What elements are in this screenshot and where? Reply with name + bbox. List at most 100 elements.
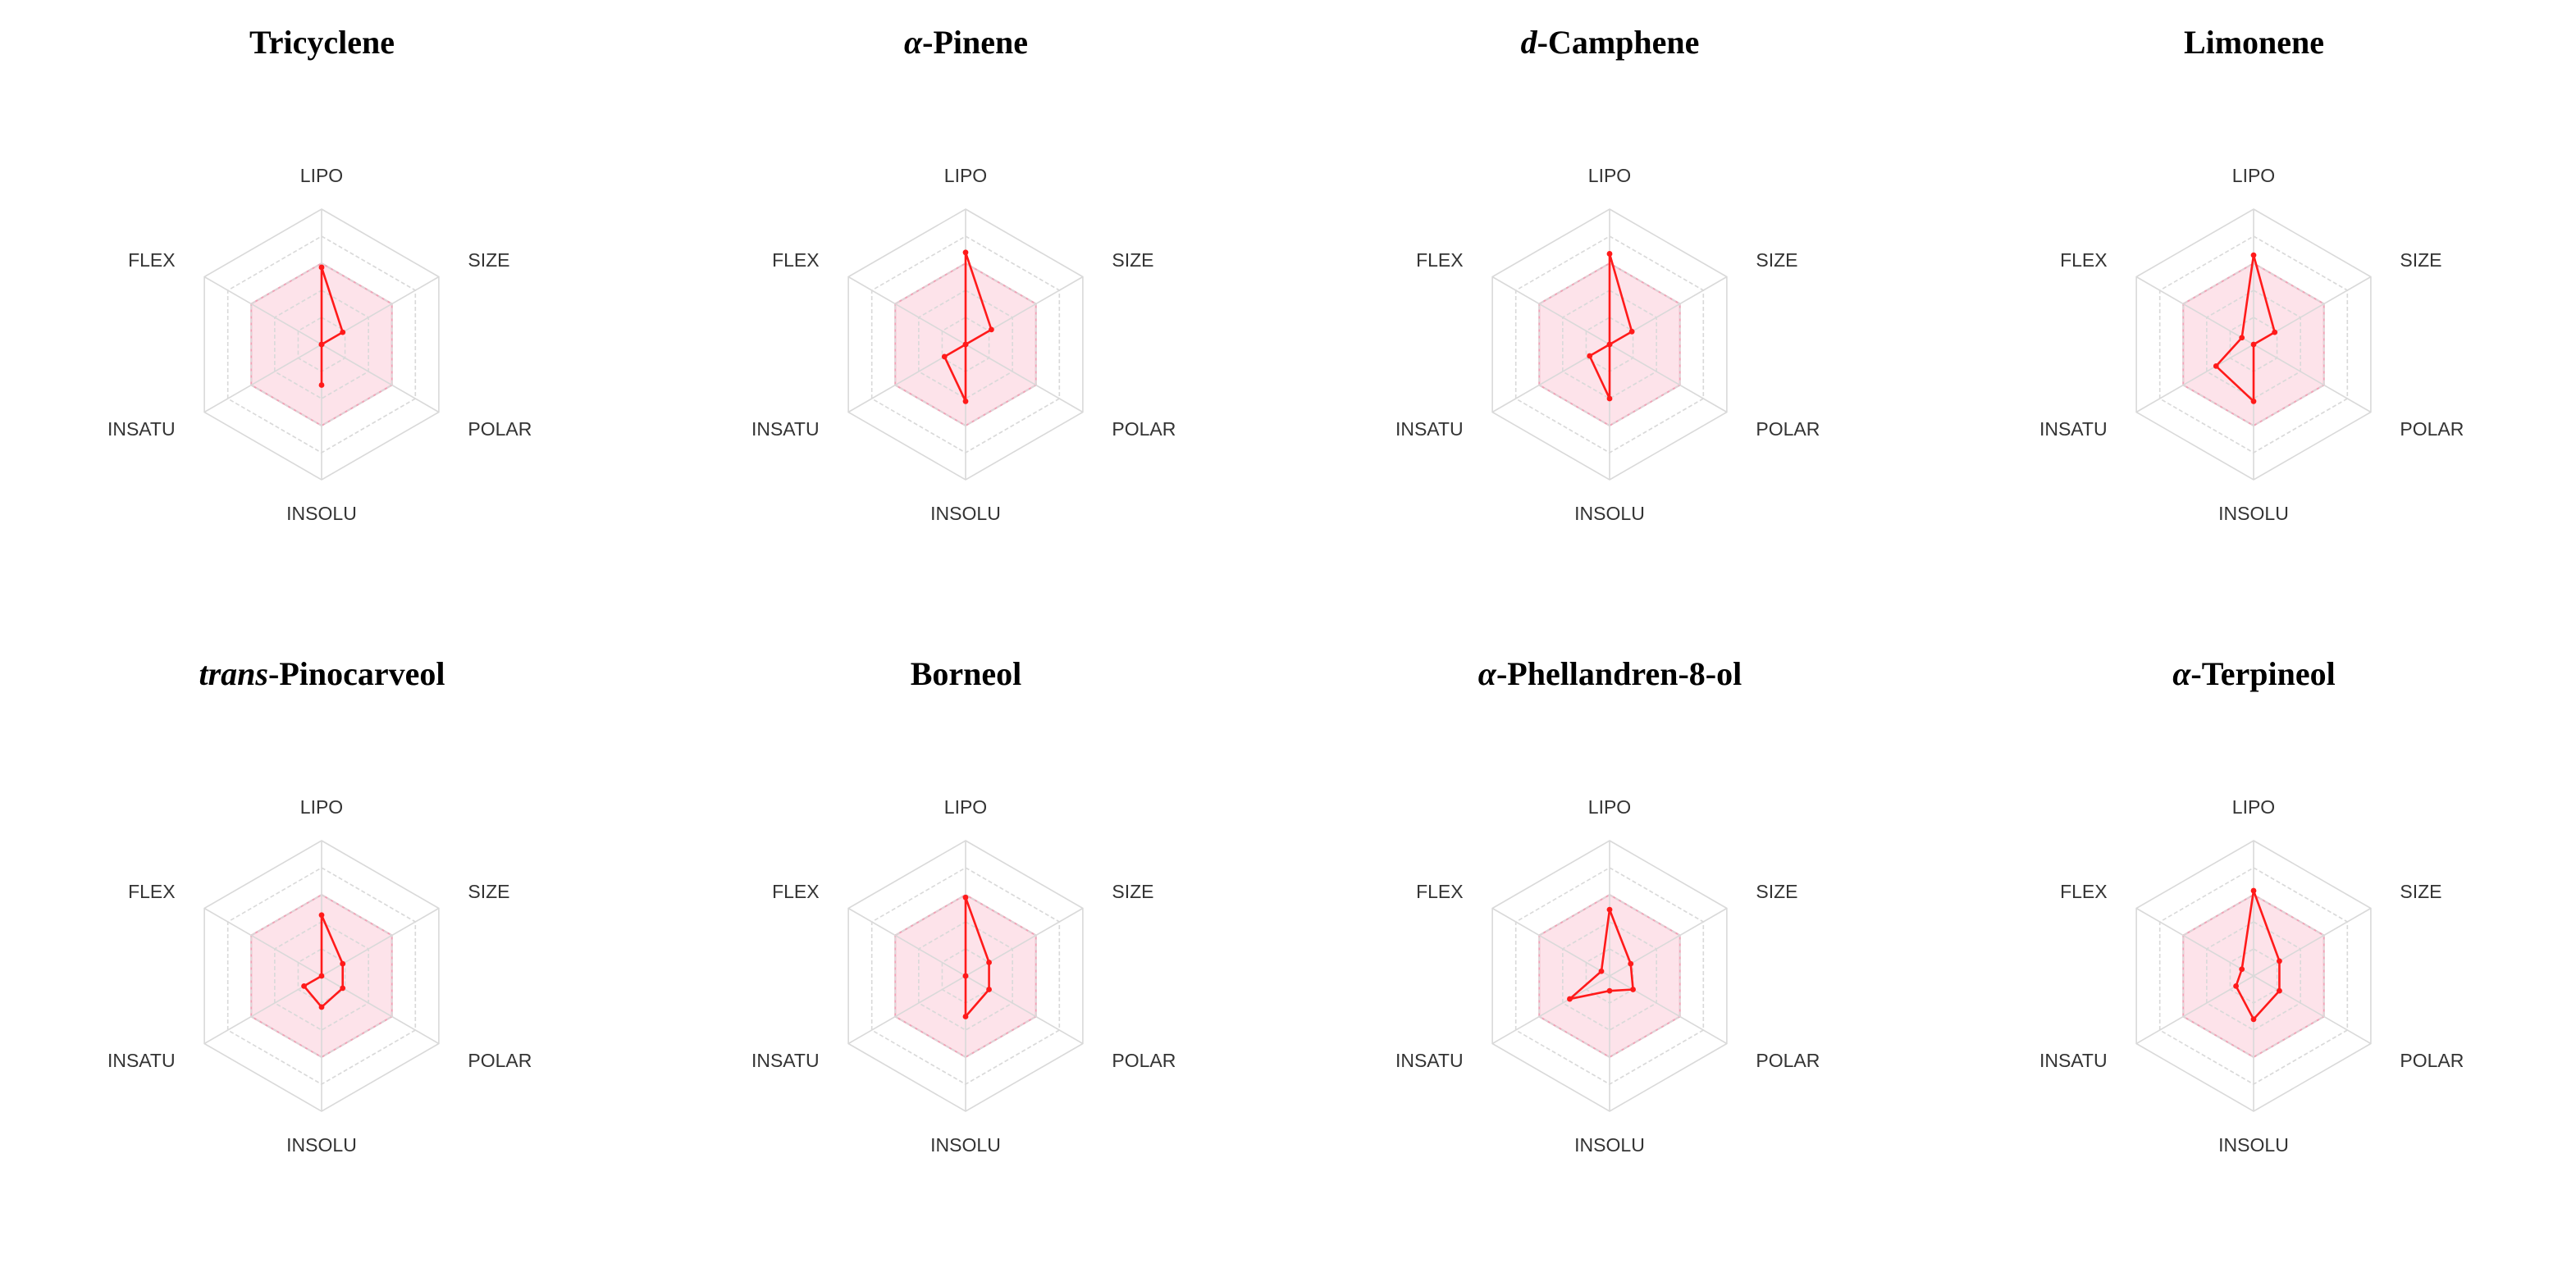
axis-label-polar: POLAR xyxy=(468,1050,532,1071)
radar-plot: LIPO SIZE POLAR INSOLU INSATU FLEX xyxy=(751,165,1176,524)
data-point-polar xyxy=(2250,341,2257,348)
chart-title-name: -Phellandren-8-ol xyxy=(1496,655,1742,692)
axis-label-insatu: INSATU xyxy=(751,418,820,440)
chart-title-name: -Terpineol xyxy=(2190,655,2336,692)
axis-label-flex: FLEX xyxy=(772,249,820,271)
axis-label-size: SIZE xyxy=(468,881,509,902)
chart-title: α-Phellandren-8-ol xyxy=(1288,654,1932,693)
data-point-insatu xyxy=(1567,996,1573,1002)
radar-plot: LIPO SIZE POLAR INSOLU INSATU FLEX xyxy=(2039,165,2464,524)
data-point-insatu xyxy=(301,983,307,989)
axis-label-insatu: INSATU xyxy=(751,1050,820,1071)
data-point-flex xyxy=(962,973,969,979)
axis-spoke xyxy=(965,975,1084,1045)
chart-title-prefix: d xyxy=(1520,24,1537,61)
axis-label-polar: POLAR xyxy=(1756,1050,1820,1071)
axis-label-size: SIZE xyxy=(2400,249,2441,271)
axis-label-flex: FLEX xyxy=(1416,249,1464,271)
radar-plot: LIPO SIZE POLAR INSOLU INSATU FLEX xyxy=(1395,796,1820,1156)
chart-title: Tricyclene xyxy=(0,23,644,62)
axis-label-size: SIZE xyxy=(1756,881,1797,902)
axis-spoke xyxy=(2253,344,2372,413)
axis-spoke xyxy=(965,344,1084,413)
axis-spoke xyxy=(1491,975,1610,1045)
radar-panel: trans-Pinocarveol LIPO SIZE POLAR INSOLU INSA… xyxy=(0,632,644,1263)
axis-label-size: SIZE xyxy=(1112,249,1153,271)
data-point-insatu xyxy=(2233,983,2239,989)
data-point-flex xyxy=(1606,341,1613,348)
radar-plot: LIPO SIZE POLAR INSOLU INSATU FLEX xyxy=(751,796,1176,1156)
axis-label-polar: POLAR xyxy=(1756,418,1820,440)
axis-spoke xyxy=(203,907,322,977)
series-line xyxy=(320,266,345,386)
series-line xyxy=(964,896,990,1018)
data-point-size xyxy=(1628,328,1635,335)
data-point-insolu xyxy=(1606,987,1613,994)
data-point-insolu xyxy=(318,382,325,388)
data-point-insolu xyxy=(2250,1016,2257,1023)
data-point-flex xyxy=(318,973,325,979)
data-point-flex xyxy=(2239,966,2245,973)
data-point-size xyxy=(340,960,346,967)
radar-plot: LIPO SIZE POLAR INSOLU INSATU FLEX xyxy=(1395,165,1820,524)
axis-label-insolu: INSOLU xyxy=(930,1134,1001,1156)
chart-title: α-Terpineol xyxy=(1932,654,2576,693)
chart-title-name: -Camphene xyxy=(1537,24,1700,61)
radar-panel: Borneol LIPO SIZE POLAR INSOLU INSATU FLEX xyxy=(644,632,1288,1263)
data-point-size xyxy=(1628,960,1634,967)
axis-label-insatu: INSATU xyxy=(107,1050,176,1071)
data-point-size xyxy=(340,329,346,335)
chart-title-prefix: α xyxy=(1478,655,1496,692)
axis-spoke xyxy=(203,344,322,413)
axis-label-size: SIZE xyxy=(1112,881,1153,902)
axis-label-lipo: LIPO xyxy=(2232,165,2275,186)
data-point-polar xyxy=(340,985,346,992)
axis-label-lipo: LIPO xyxy=(944,796,987,818)
data-point-size xyxy=(2277,958,2282,964)
axis-label-lipo: LIPO xyxy=(2232,796,2275,818)
axis-label-insolu: INSOLU xyxy=(1574,503,1645,524)
axis-label-insolu: INSOLU xyxy=(2218,503,2289,524)
chart-title: trans-Pinocarveol xyxy=(0,654,644,693)
axis-label-flex: FLEX xyxy=(2060,249,2108,271)
data-point-flex xyxy=(962,341,969,348)
data-point-insolu xyxy=(318,1004,325,1010)
axis-label-insolu: INSOLU xyxy=(286,1134,357,1156)
axis-label-size: SIZE xyxy=(1756,249,1797,271)
radar-panel: α-Terpineol LIPO SIZE POLAR INSOLU INSATU FLEX xyxy=(1932,632,2576,1263)
data-point-insatu xyxy=(1587,353,1593,359)
data-point-lipo xyxy=(318,264,325,271)
data-point-lipo xyxy=(318,912,325,919)
axis-label-insatu: INSATU xyxy=(2039,1050,2108,1071)
axis-spoke xyxy=(203,276,322,345)
data-point-lipo xyxy=(962,249,969,256)
axis-label-size: SIZE xyxy=(2400,881,2441,902)
axis-label-lipo: LIPO xyxy=(1588,165,1631,186)
data-point-lipo xyxy=(2250,252,2257,258)
axis-spoke xyxy=(1609,344,1728,413)
data-point-size xyxy=(2272,329,2278,335)
chart-title-name: -Pinocarveol xyxy=(268,655,445,692)
chart-title-name: -Pinene xyxy=(922,24,1028,61)
axis-label-insatu: INSATU xyxy=(1395,1050,1464,1071)
axis-label-insatu: INSATU xyxy=(1395,418,1464,440)
data-point-flex xyxy=(2239,335,2245,341)
radar-plot: LIPO SIZE POLAR INSOLU INSATU FLEX xyxy=(107,165,532,524)
axis-label-polar: POLAR xyxy=(2400,418,2464,440)
axis-label-flex: FLEX xyxy=(128,249,176,271)
axis-label-insatu: INSATU xyxy=(2039,418,2108,440)
axis-spoke xyxy=(2135,344,2254,413)
data-point-lipo xyxy=(962,894,969,901)
axis-label-insolu: INSOLU xyxy=(2218,1134,2289,1156)
data-point-insolu xyxy=(2250,398,2257,404)
data-point-flex xyxy=(318,341,325,348)
axis-label-flex: FLEX xyxy=(128,881,176,902)
axis-spoke xyxy=(847,975,966,1045)
axis-label-flex: FLEX xyxy=(1416,881,1464,902)
chart-title: Borneol xyxy=(644,654,1288,693)
data-point-lipo xyxy=(2250,887,2257,894)
axis-label-lipo: LIPO xyxy=(300,796,343,818)
chart-title: d-Camphene xyxy=(1288,23,1932,62)
axis-label-polar: POLAR xyxy=(468,418,532,440)
